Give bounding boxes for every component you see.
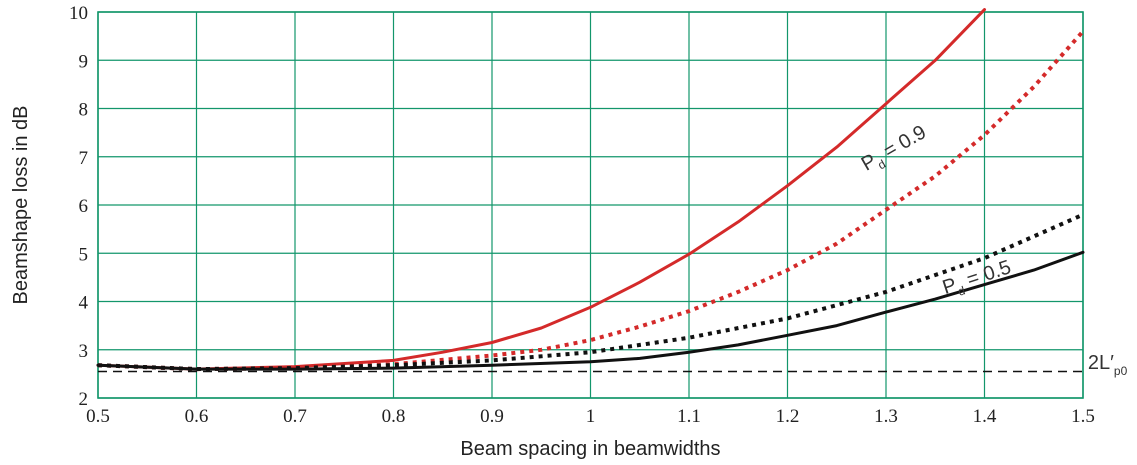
y-tick-label: 5 [79, 244, 89, 265]
x-tick-label: 1.5 [1071, 406, 1095, 427]
x-tick-label: 0.7 [283, 406, 307, 427]
y-tick-label: 8 [79, 100, 89, 121]
x-tick-label: 1.1 [677, 406, 701, 427]
y-tick-label: 7 [79, 148, 89, 169]
y-tick-label: 6 [79, 196, 89, 217]
tick-labels: 0.5 0.6 0.7 0.8 0.9 1 1.1 1.2 1.3 1.4 1.5 2 3 4 5 6 7 8 9 1… [69, 3, 1095, 427]
x-tick-label: 0.6 [185, 406, 209, 427]
y-axis-label: Beamshape loss in dB [10, 105, 32, 304]
curve-annotation-3: 2L′p0 [1088, 352, 1128, 378]
plot-frame [97, 11, 1084, 399]
x-tick-label: 1.3 [874, 406, 898, 427]
annotations: Pd = 0.9 Pd = 0.5 2L′p0 [858, 121, 1128, 378]
y-tick-label: 3 [79, 341, 89, 362]
y-tick-label: 10 [69, 3, 88, 24]
x-tick-label: 0.5 [86, 406, 110, 427]
curve-annotation-2: Pd = 0.5 [940, 256, 1015, 303]
x-tick-label: 0.8 [382, 406, 406, 427]
x-tick-label: 0.9 [480, 406, 504, 427]
x-tick-label: 1 [586, 406, 596, 427]
x-tick-label: 1.4 [973, 406, 997, 427]
series-line-4 [96, 250, 1085, 371]
y-tick-label: 9 [79, 51, 89, 72]
y-tick-label: 4 [79, 293, 89, 314]
grid [97, 11, 1084, 399]
x-tick-label: 1.2 [776, 406, 800, 427]
x-axis-label: Beam spacing in beamwidths [460, 438, 720, 460]
series-line-1 [96, 8, 986, 371]
series [96, 8, 1085, 373]
y-tick-label: 2 [79, 389, 89, 410]
curve-annotation-1: Pd = 0.9 [858, 121, 932, 179]
